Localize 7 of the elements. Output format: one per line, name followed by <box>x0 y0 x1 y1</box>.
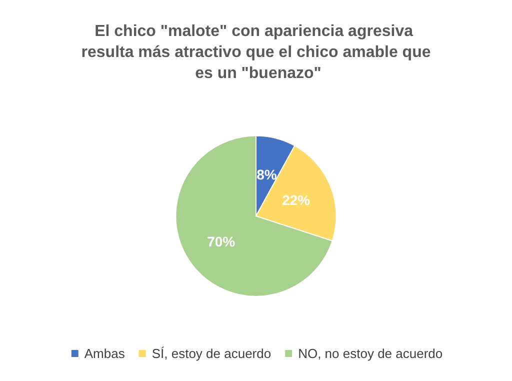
data-label: 70% <box>207 233 236 250</box>
legend-label: NO, no estoy de acuerdo <box>298 346 443 361</box>
legend-label: SÍ, estoy de acuerdo <box>152 346 272 361</box>
data-label: 8% <box>256 166 278 182</box>
data-label: 22% <box>282 192 311 208</box>
chart-title: El chico "malote" con apariencia agresiva resulta más atractivo que el chico amable que es un "buenazo" <box>81 23 431 82</box>
legend-label: Ambas <box>84 346 126 361</box>
